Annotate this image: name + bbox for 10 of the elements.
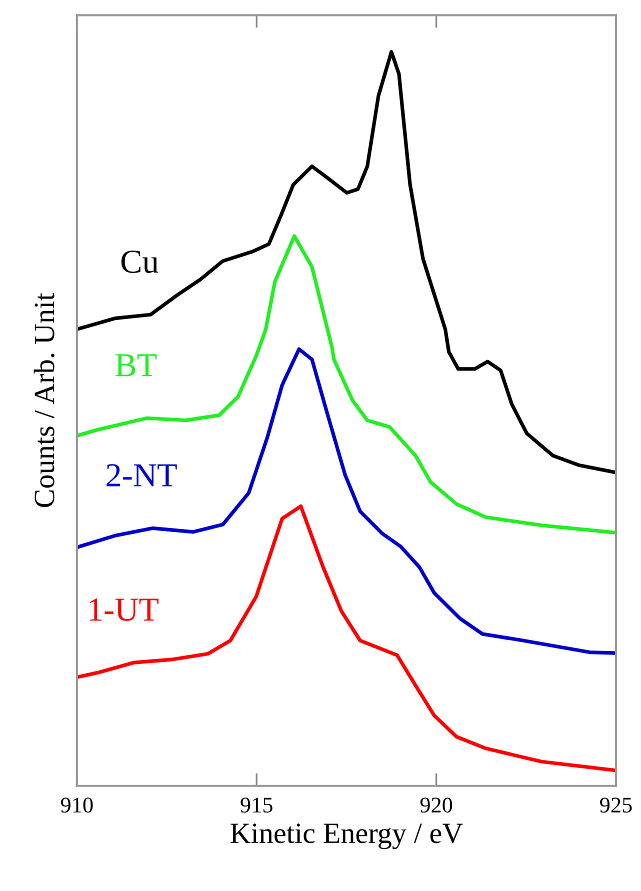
x-axis-title: Kinetic Energy / eV [230,824,463,850]
x-tick-label: 910 [60,798,93,813]
series-label: 2-NT [106,464,177,486]
x-tick-label: 925 [600,798,632,813]
x-tick-label: 920 [420,798,452,813]
series-label: Cu [121,250,158,273]
x-tick-label: 915 [240,798,272,813]
series-label: BT [116,354,157,376]
y-axis-title: Counts / Arb. Unit [34,292,54,508]
series-label: 1-UT [90,598,158,621]
